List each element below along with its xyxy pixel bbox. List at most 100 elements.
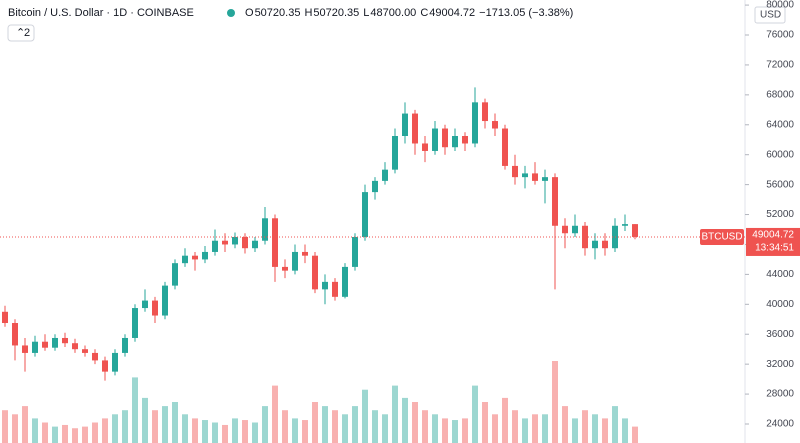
candle-body (422, 143, 428, 151)
candle-body (432, 128, 438, 151)
candle-body (392, 135, 398, 170)
legend-label: O (245, 7, 254, 19)
volume-bar (492, 414, 498, 443)
candle-body (32, 341, 38, 353)
candle-body (72, 343, 78, 350)
y-tick-label: 52000 (766, 209, 794, 220)
volume-bar (302, 420, 308, 443)
volume-bar (232, 418, 238, 443)
y-tick-label: 64000 (766, 119, 794, 130)
volume-bar (132, 377, 138, 443)
volume-bar (72, 428, 78, 443)
volume-bar (212, 422, 218, 443)
volume-bar (92, 422, 98, 443)
candle-body (82, 349, 88, 353)
volume-bar (442, 418, 448, 443)
volume-bar (192, 418, 198, 443)
candle-body (142, 300, 148, 309)
candle-body (22, 345, 28, 353)
y-tick-label: 76000 (766, 30, 794, 41)
candle-body (572, 225, 578, 234)
candle-body (412, 113, 418, 144)
candle-body (172, 263, 178, 286)
candle-body (482, 102, 488, 122)
indicator-badge[interactable] (7, 24, 35, 42)
volume-bar (532, 414, 538, 443)
candle-body (292, 251, 298, 271)
currency-button[interactable] (754, 6, 786, 24)
volume-bar (242, 420, 248, 443)
y-tick-label: 32000 (766, 359, 794, 370)
candle-body (262, 218, 268, 241)
y-tick-label: 24000 (766, 419, 794, 430)
volume-bar (172, 402, 178, 443)
volume-bar (372, 410, 378, 443)
volume-bar (2, 410, 8, 443)
volume-bar (312, 402, 318, 443)
volume-bar (422, 410, 428, 443)
indicator-chevron: ⌃ (16, 27, 25, 39)
candle-body (552, 177, 558, 226)
candle-body (222, 240, 228, 245)
volume-bar (622, 418, 628, 443)
y-tick-label: 72000 (766, 60, 794, 71)
candle-body (522, 173, 528, 178)
legend-label: L (363, 7, 369, 19)
volume-bar (262, 406, 268, 443)
volume-bar (562, 406, 568, 443)
volume-layer (2, 361, 638, 443)
ohlc-legend: O 50720.35 H 50720.35 L 48700.00 C 49004.72 −171… (245, 7, 573, 19)
volume-bar (342, 414, 348, 443)
y-tick-label: 80000 (766, 0, 794, 11)
candle-body (252, 240, 258, 249)
candle-body (372, 180, 378, 193)
legend-value: 48700.00 (370, 7, 416, 19)
candle-body (242, 236, 248, 249)
candle-body (282, 266, 288, 271)
candle-body (52, 337, 58, 348)
volume-bar (612, 406, 618, 443)
volume-bar (352, 406, 358, 443)
candle-body (602, 240, 608, 249)
volume-bar (392, 385, 398, 443)
volume-bar (502, 397, 508, 443)
candle-body (112, 352, 118, 372)
volume-bar (482, 402, 488, 443)
volume-bar (22, 406, 28, 443)
countdown: 13:34:51 (755, 243, 794, 254)
indicator-count: 2 (24, 27, 30, 39)
volume-bar (142, 397, 148, 443)
legend-change: −1713.05 (−3.38%) (479, 7, 573, 19)
volume-bar (162, 406, 168, 443)
volume-bar (592, 414, 598, 443)
candle-body (382, 169, 388, 181)
candle-body (502, 128, 508, 166)
volume-bar (182, 414, 188, 443)
candle-body (162, 285, 168, 316)
volume-bar (552, 361, 558, 443)
symbol-label: BTCUSD (701, 232, 742, 243)
candle-body (542, 177, 548, 181)
price-tag (746, 227, 800, 256)
y-axis: 2400028000320003600040000440004800052000… (700, 0, 800, 430)
status-dot (227, 9, 235, 17)
volume-bar (32, 418, 38, 443)
candle-body (62, 337, 68, 344)
candle-body (232, 236, 238, 245)
legend-value: 50720.35 (313, 7, 359, 19)
volume-bar (582, 410, 588, 443)
candle-body (452, 135, 458, 148)
legend-value: 50720.35 (255, 7, 301, 19)
volume-bar (432, 414, 438, 443)
y-tick-label: 44000 (766, 269, 794, 280)
candle-body (362, 192, 368, 237)
volume-bar (602, 418, 608, 443)
volume-bar (152, 410, 158, 443)
legend-label: H (304, 7, 312, 19)
volume-bar (42, 422, 48, 443)
candle-body (272, 218, 278, 267)
candle-body (472, 102, 478, 144)
candle-body (322, 281, 328, 290)
volume-bar (12, 414, 18, 443)
